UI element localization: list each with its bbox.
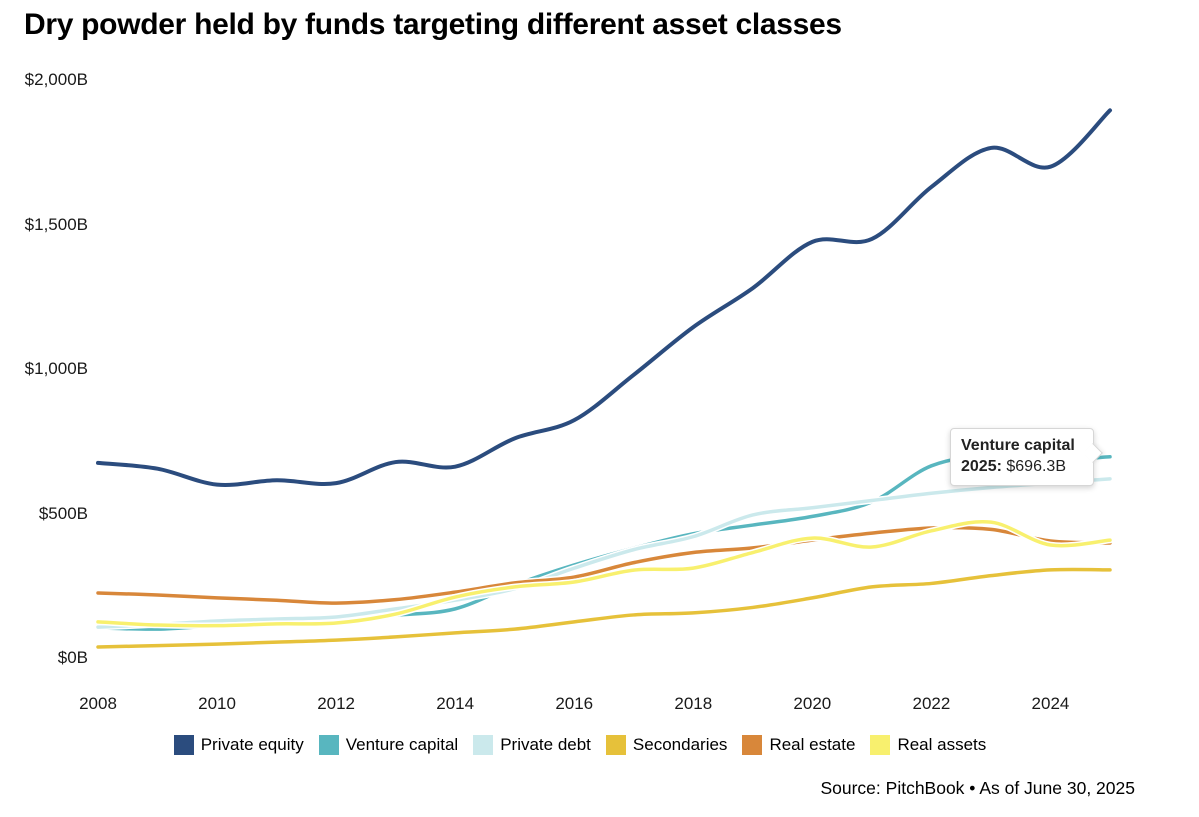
legend-label: Real estate xyxy=(769,735,856,754)
y-axis-label-1500: $1,500B xyxy=(24,214,88,234)
x-axis-label-2010: 2010 xyxy=(198,694,236,713)
legend-swatch-icon-private-equity xyxy=(173,735,194,755)
legend-swatch-icon-real-estate xyxy=(742,735,763,755)
x-axis-label-2022: 2022 xyxy=(912,694,951,713)
legend-label: Private debt xyxy=(500,735,591,754)
x-axis-label-2008: 2008 xyxy=(79,694,117,713)
legend-item-venture-capital: Venture capital xyxy=(318,735,459,755)
legend-item-real-assets: Real assets xyxy=(870,735,986,755)
legend-item-real-estate: Real estate xyxy=(742,735,855,755)
chart-tooltip: Venture capital 2025: $696.3B xyxy=(950,428,1103,486)
source-attribution: Source: PitchBook • As of June 30, 2025 xyxy=(820,778,1135,798)
legend-label: Private equity xyxy=(200,735,304,754)
legend-item-private-equity: Private equity xyxy=(173,735,304,755)
legend-swatch-icon-secondaries xyxy=(605,735,626,755)
legend-swatch-icon-real-assets xyxy=(870,735,891,755)
line-real-assets[interactable] xyxy=(96,519,1112,628)
legend-label: Venture capital xyxy=(345,735,459,754)
line-casing-real-assets xyxy=(94,518,1114,629)
x-axis-label-2014: 2014 xyxy=(436,694,475,713)
x-axis-label-2018: 2018 xyxy=(674,694,713,713)
line-secondaries[interactable] xyxy=(96,567,1112,649)
legend-swatch-icon-private-debt xyxy=(473,735,494,755)
y-axis-label-1000: $1,000B xyxy=(24,359,88,378)
legend-swatch-icon-venture-capital xyxy=(318,735,339,755)
y-axis-label-0: $0B xyxy=(57,648,88,667)
chart-legend: Private equity Venture capital Private deb… xyxy=(0,735,1160,755)
legend-label: Secondaries xyxy=(632,735,728,754)
tooltip-value-line: 2025: $696.3B xyxy=(961,456,1083,478)
chart-title: Dry powder held by funds targeting diffe… xyxy=(24,8,842,41)
tooltip-year: 2025: xyxy=(961,458,1002,475)
line-private-debt[interactable] xyxy=(96,477,1112,629)
x-axis-label-2012: 2012 xyxy=(317,694,356,713)
legend-item-secondaries: Secondaries xyxy=(605,735,728,755)
y-axis-label-2000: $2,000B xyxy=(24,70,88,89)
line-private-equity[interactable] xyxy=(96,108,1112,487)
x-axis-label-2016: 2016 xyxy=(555,694,594,713)
y-axis-label-500: $500B xyxy=(38,503,88,523)
x-axis-label-2020: 2020 xyxy=(793,694,832,713)
line-casing-real-estate xyxy=(94,524,1114,607)
legend-label: Real assets xyxy=(897,735,987,754)
x-axis-label-2024: 2024 xyxy=(1031,694,1070,713)
line-real-estate[interactable] xyxy=(96,525,1112,605)
tooltip-value: $696.3B xyxy=(1006,458,1066,475)
legend-item-private-debt: Private debt xyxy=(473,735,591,755)
tooltip-series-name: Venture capital xyxy=(961,437,1075,454)
